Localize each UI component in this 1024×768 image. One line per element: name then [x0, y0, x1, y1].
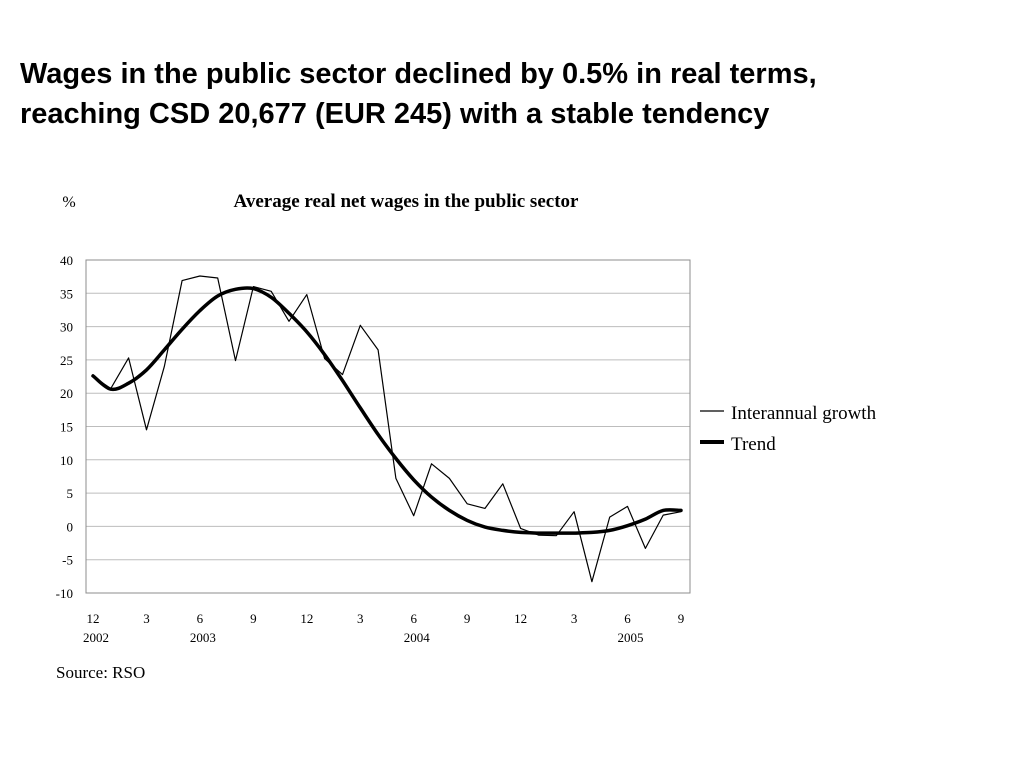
y-axis-ticks: -10 -5 0 5 10 15 20 25 30 35 40 — [56, 253, 73, 601]
y-tick-label: 0 — [67, 519, 74, 534]
series-lines — [91, 275, 683, 583]
y-axis-unit-label: % — [62, 194, 75, 211]
slide-title-line-2: reaching CSD 20,677 (EUR 245) with a sta… — [20, 98, 770, 130]
y-tick-label: 15 — [60, 420, 73, 435]
slide-title-line-1: Wages in the public sector declined by 0… — [20, 58, 817, 90]
legend: Interannual growth Trend — [700, 403, 877, 455]
y-tick-label: 30 — [60, 320, 73, 335]
x-tick-label: 6 — [624, 611, 631, 626]
y-tick-label: 40 — [60, 253, 73, 268]
x-tick-label: 12 — [514, 611, 527, 626]
y-tick-label: -5 — [62, 553, 73, 568]
legend-label: Interannual growth — [731, 403, 877, 424]
y-tick-label: 20 — [60, 386, 73, 401]
x-year-label: 2004 — [404, 630, 431, 645]
x-tick-label: 12 — [87, 611, 100, 626]
x-tick-label: 9 — [678, 611, 685, 626]
x-year-label: 2003 — [190, 630, 216, 645]
x-tick-label: 3 — [143, 611, 150, 626]
x-tick-label: 3 — [571, 611, 578, 626]
interannual-growth-line — [92, 275, 682, 583]
x-axis-ticks: 12 2002 3 6 2003 9 12 3 6 2004 9 12 3 6 2005 9 — [83, 611, 684, 645]
x-tick-label: 6 — [410, 611, 417, 626]
x-tick-label: 9 — [250, 611, 257, 626]
x-year-label: 2005 — [618, 630, 644, 645]
plot-area-frame — [85, 259, 691, 594]
y-tick-label: -10 — [56, 586, 73, 601]
y-tick-label: 5 — [67, 486, 74, 501]
x-tick-label: 12 — [300, 611, 313, 626]
slide-title: Wages in the public sector declined by 0… — [20, 54, 1000, 134]
y-tick-label: 10 — [60, 453, 73, 468]
x-tick-label: 9 — [464, 611, 471, 626]
chart-title: Average real net wages in the public sec… — [234, 191, 579, 212]
x-tick-label: 3 — [357, 611, 364, 626]
trend-line — [91, 286, 683, 535]
legend-label: Trend — [731, 434, 776, 455]
x-tick-label: 6 — [197, 611, 204, 626]
y-tick-label: 35 — [60, 286, 73, 301]
x-year-label: 2002 — [83, 630, 109, 645]
source-note: Source: RSO — [56, 663, 146, 682]
y-tick-label: 25 — [60, 353, 73, 368]
